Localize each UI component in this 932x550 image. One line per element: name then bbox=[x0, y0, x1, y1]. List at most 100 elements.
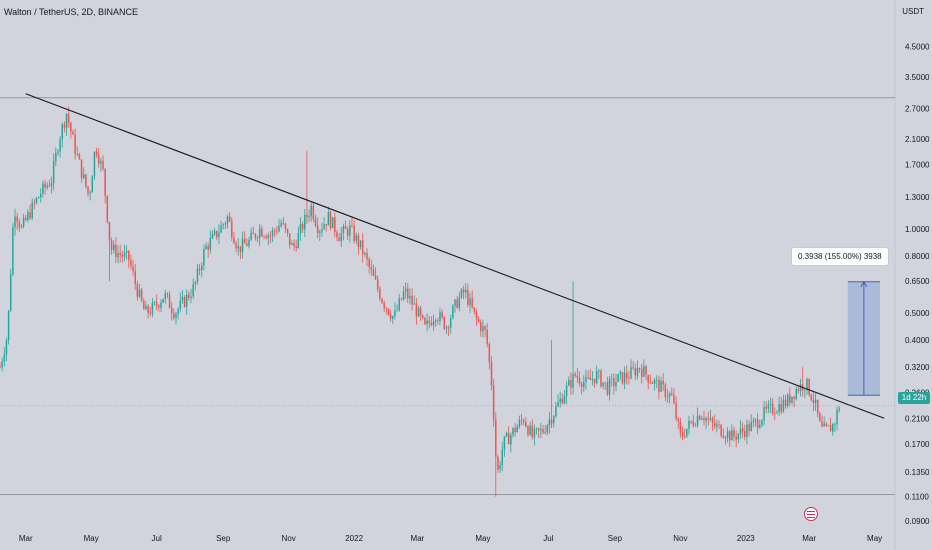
candle-body bbox=[434, 320, 437, 322]
y-tick-label: 0.0900 bbox=[905, 517, 930, 526]
candle-body bbox=[668, 393, 671, 397]
candle-body bbox=[570, 379, 572, 388]
candle-body bbox=[404, 288, 407, 292]
candle-body bbox=[286, 229, 289, 234]
x-tick-label: May bbox=[475, 534, 490, 543]
candle-body bbox=[490, 362, 493, 386]
candle-body bbox=[825, 423, 828, 426]
candle-body bbox=[484, 326, 486, 330]
candle-body bbox=[48, 185, 51, 187]
candle-body bbox=[25, 217, 27, 220]
candle-body bbox=[559, 398, 561, 403]
candle-body bbox=[63, 124, 66, 128]
candle-body bbox=[113, 244, 115, 251]
candle-body bbox=[5, 340, 8, 355]
candle-body bbox=[7, 310, 10, 341]
candle-body bbox=[814, 399, 817, 403]
candle-body bbox=[319, 231, 321, 234]
candle-body bbox=[756, 419, 759, 428]
candle-body bbox=[501, 449, 503, 465]
candle-body bbox=[115, 244, 117, 258]
candle-body bbox=[353, 225, 355, 241]
candle-body bbox=[634, 368, 637, 376]
candle-body bbox=[314, 219, 317, 226]
candle-body bbox=[709, 418, 712, 420]
candle-body bbox=[752, 420, 755, 423]
candle-body bbox=[750, 422, 752, 431]
candle-body bbox=[70, 122, 72, 132]
candle-body bbox=[632, 367, 634, 369]
candle-body bbox=[503, 436, 506, 450]
candle-body bbox=[821, 421, 823, 427]
candle-body bbox=[795, 388, 798, 399]
candle-body bbox=[166, 293, 169, 295]
candle-body bbox=[763, 406, 765, 421]
candle-body bbox=[671, 393, 673, 395]
candle-body bbox=[557, 402, 559, 407]
candle-body bbox=[147, 305, 149, 313]
candle-body bbox=[284, 223, 287, 230]
candle-body bbox=[55, 152, 57, 162]
candle-body bbox=[239, 246, 242, 253]
candle-body bbox=[615, 381, 617, 387]
candle-body bbox=[321, 228, 323, 232]
candle-body bbox=[276, 230, 278, 232]
candle-body bbox=[143, 300, 145, 310]
candle-body bbox=[520, 419, 523, 421]
candle-body bbox=[630, 367, 632, 379]
candle-body bbox=[645, 366, 647, 375]
candle-body bbox=[151, 302, 154, 314]
candle-body bbox=[218, 232, 220, 238]
x-tick-label: Jul bbox=[543, 534, 553, 543]
candle-body bbox=[791, 396, 793, 403]
us-flag-icon[interactable] bbox=[804, 507, 818, 521]
candle-body bbox=[95, 151, 98, 155]
candle-body bbox=[786, 394, 789, 407]
candle-body bbox=[741, 428, 744, 432]
candle-body bbox=[660, 380, 662, 392]
candle-body bbox=[394, 310, 396, 317]
candle-body bbox=[248, 239, 250, 246]
x-tick-label: Jul bbox=[152, 534, 162, 543]
candle-body bbox=[411, 295, 413, 305]
candle-body bbox=[595, 371, 598, 383]
candle-body bbox=[488, 343, 491, 363]
candle-body bbox=[694, 425, 697, 427]
candle-body bbox=[136, 283, 139, 297]
candle-body bbox=[810, 394, 813, 401]
symbol-title[interactable]: Walton / TetherUS, 2D, BINANCE bbox=[4, 7, 139, 17]
candle-body bbox=[546, 425, 549, 433]
candle-body bbox=[690, 420, 692, 422]
candle-body bbox=[179, 300, 182, 310]
measure-label: 0.3938 (155.00%) 3938 bbox=[791, 247, 889, 266]
candle-body bbox=[456, 299, 458, 308]
candle-body bbox=[293, 243, 295, 247]
candle-body bbox=[808, 378, 810, 395]
candle-body bbox=[696, 415, 699, 426]
trendline bbox=[25, 93, 885, 419]
candle-body bbox=[608, 379, 611, 395]
candle-body bbox=[190, 296, 192, 298]
candle-body bbox=[14, 216, 16, 228]
candle-body bbox=[340, 233, 343, 242]
candle-body bbox=[731, 430, 733, 441]
y-tick-label: 0.4000 bbox=[905, 336, 930, 345]
candle-body bbox=[359, 240, 362, 247]
candle-body bbox=[619, 371, 622, 375]
candle-body bbox=[304, 214, 306, 230]
candle-body bbox=[177, 309, 179, 314]
candle-body bbox=[65, 113, 68, 128]
candle-body bbox=[771, 403, 774, 414]
candle-body bbox=[679, 421, 682, 434]
candle-body bbox=[207, 245, 209, 250]
candle-body bbox=[776, 412, 778, 414]
candle-body bbox=[834, 423, 836, 425]
candle-body bbox=[728, 431, 731, 441]
candle-body bbox=[0, 367, 1, 368]
candle-body bbox=[443, 316, 446, 329]
candle-body bbox=[216, 230, 218, 238]
candle-body bbox=[673, 394, 675, 404]
candle-body bbox=[636, 368, 639, 376]
